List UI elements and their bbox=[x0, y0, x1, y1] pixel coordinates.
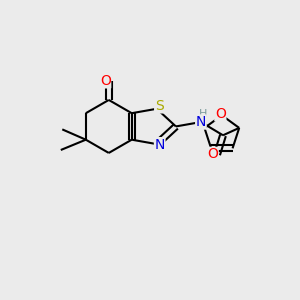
Text: S: S bbox=[155, 99, 164, 113]
Text: O: O bbox=[215, 107, 226, 121]
Text: N: N bbox=[196, 115, 206, 129]
Text: H: H bbox=[199, 109, 208, 119]
Text: O: O bbox=[207, 147, 218, 161]
Text: N: N bbox=[154, 138, 165, 152]
Text: O: O bbox=[100, 74, 111, 88]
